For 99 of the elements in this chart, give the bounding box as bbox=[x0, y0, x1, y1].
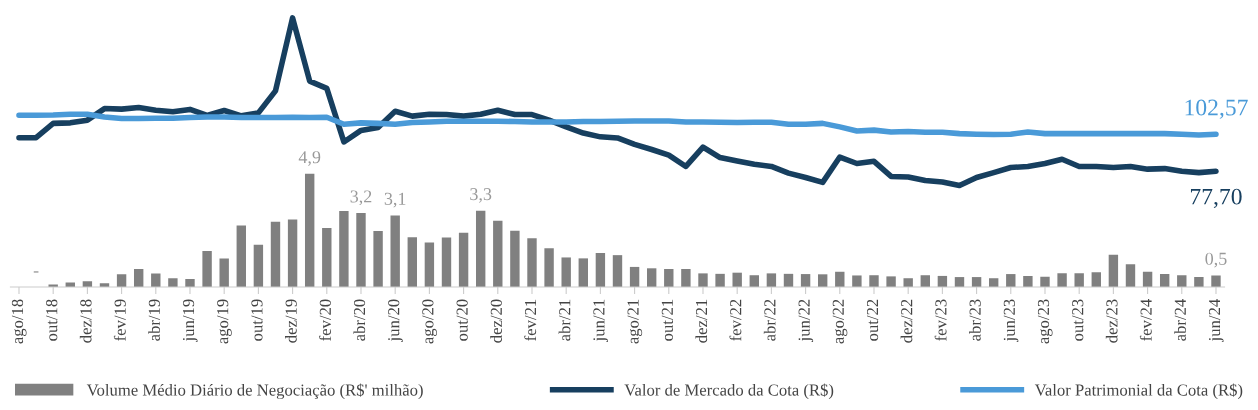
data-label: 0,5 bbox=[1205, 252, 1227, 268]
bar bbox=[1040, 276, 1050, 287]
bar bbox=[903, 278, 913, 287]
bar bbox=[407, 237, 417, 287]
x-tick-label: ago/19 bbox=[217, 299, 232, 344]
bar bbox=[493, 220, 503, 287]
x-tick-label: jun/23 bbox=[1003, 299, 1019, 342]
bar bbox=[322, 227, 332, 287]
bar bbox=[1091, 272, 1101, 287]
legend-label: Volume Médio Diário de Negociação (R$' milhão) bbox=[86, 383, 423, 400]
x-tick-label: fev/20 bbox=[319, 299, 331, 341]
bar bbox=[646, 268, 657, 287]
bar bbox=[304, 173, 315, 287]
bar bbox=[475, 210, 486, 287]
x-tick-label: dez/23 bbox=[1105, 299, 1118, 343]
bar bbox=[1125, 264, 1136, 287]
bar bbox=[253, 244, 264, 287]
bar bbox=[151, 273, 161, 287]
x-tick-label: fev/23 bbox=[934, 299, 947, 341]
bar bbox=[527, 238, 537, 287]
x-tick-label: abr/21 bbox=[558, 299, 571, 341]
data-label: 4,9 bbox=[298, 151, 321, 166]
x-tick-label: jun/19 bbox=[182, 299, 198, 342]
bar bbox=[202, 250, 212, 287]
bar bbox=[1057, 273, 1067, 287]
bar bbox=[116, 274, 127, 287]
x-tick-label: fev/24 bbox=[1139, 299, 1152, 341]
x-tick-label: out/20 bbox=[456, 299, 468, 341]
bar bbox=[133, 268, 144, 287]
bar bbox=[715, 273, 725, 287]
x-tick-label: dez/19 bbox=[285, 299, 297, 343]
bar bbox=[458, 232, 469, 287]
x-tick-label: abr/20 bbox=[353, 299, 366, 341]
x-tick-label: dez/18 bbox=[79, 299, 92, 343]
x-tick-label: ago/20 bbox=[422, 299, 437, 344]
bar bbox=[373, 230, 383, 287]
bar bbox=[1194, 277, 1204, 287]
bar bbox=[185, 278, 195, 287]
x-tick-label: abr/24 bbox=[1174, 299, 1186, 341]
bar bbox=[270, 221, 281, 287]
bar bbox=[168, 278, 178, 287]
x-tick-label: fev/22 bbox=[729, 299, 742, 341]
x-tick-label: jun/20 bbox=[388, 299, 403, 342]
bar bbox=[612, 255, 623, 287]
x-tick-label: ago/23 bbox=[1037, 299, 1053, 344]
bar bbox=[561, 257, 571, 287]
data-label: 3,1 bbox=[384, 192, 406, 208]
x-tick-label: abr/23 bbox=[969, 299, 981, 341]
bar bbox=[219, 258, 229, 287]
bar bbox=[339, 211, 349, 287]
legend-label: Valor de Mercado da Cota (R$) bbox=[624, 383, 834, 400]
legend-label: Valor Patrimonial da Cota (R$) bbox=[1034, 383, 1243, 400]
x-tick-label: out/23 bbox=[1072, 299, 1084, 341]
x-tick-label: abr/22 bbox=[763, 299, 776, 341]
x-tick-label: jun/24 bbox=[1208, 299, 1224, 342]
bar bbox=[1211, 275, 1221, 287]
bar bbox=[852, 275, 862, 287]
x-tick-label: out/18 bbox=[46, 299, 58, 341]
bar bbox=[390, 215, 400, 287]
bar bbox=[886, 276, 896, 287]
bar bbox=[578, 258, 588, 287]
bar bbox=[869, 275, 879, 287]
bar bbox=[766, 273, 777, 287]
bar bbox=[544, 248, 554, 287]
x-tick-label: out/19 bbox=[251, 299, 263, 341]
x-tick-label: abr/19 bbox=[148, 299, 160, 341]
x-tick-label: fev/19 bbox=[113, 299, 126, 341]
bar bbox=[356, 213, 366, 287]
bar bbox=[1023, 275, 1033, 287]
x-tick-label: out/22 bbox=[866, 299, 879, 341]
annotation: 77,70 bbox=[1190, 188, 1242, 208]
x-tick-label: jun/21 bbox=[593, 299, 608, 342]
bar bbox=[817, 274, 828, 287]
bar bbox=[287, 219, 298, 287]
bar bbox=[595, 253, 606, 287]
bar bbox=[681, 268, 691, 287]
bar bbox=[732, 272, 742, 287]
x-tick-label: dez/22 bbox=[900, 299, 913, 343]
x-tick-label: jun/22 bbox=[798, 299, 814, 342]
bar bbox=[424, 242, 435, 287]
bar bbox=[629, 266, 640, 287]
bar bbox=[698, 273, 708, 287]
x-tick-label: dez/21 bbox=[695, 299, 708, 343]
annotation: 102,57 bbox=[1185, 99, 1248, 119]
x-tick-label: ago/18 bbox=[11, 299, 27, 344]
bar bbox=[1108, 254, 1119, 287]
x-tick-label: fev/21 bbox=[524, 299, 537, 341]
x-tick-label: ago/22 bbox=[832, 299, 848, 344]
data-label: 3,2 bbox=[350, 190, 372, 206]
x-tick-label: out/21 bbox=[661, 299, 673, 341]
bar bbox=[1074, 273, 1084, 287]
data-label: 3,3 bbox=[470, 188, 492, 203]
x-tick-label: dez/20 bbox=[490, 299, 502, 343]
data-label: - bbox=[33, 271, 39, 273]
x-tick-label: ago/21 bbox=[627, 299, 643, 344]
bar bbox=[441, 237, 452, 287]
bar bbox=[664, 268, 674, 287]
bar bbox=[510, 230, 520, 287]
bar bbox=[236, 225, 246, 287]
